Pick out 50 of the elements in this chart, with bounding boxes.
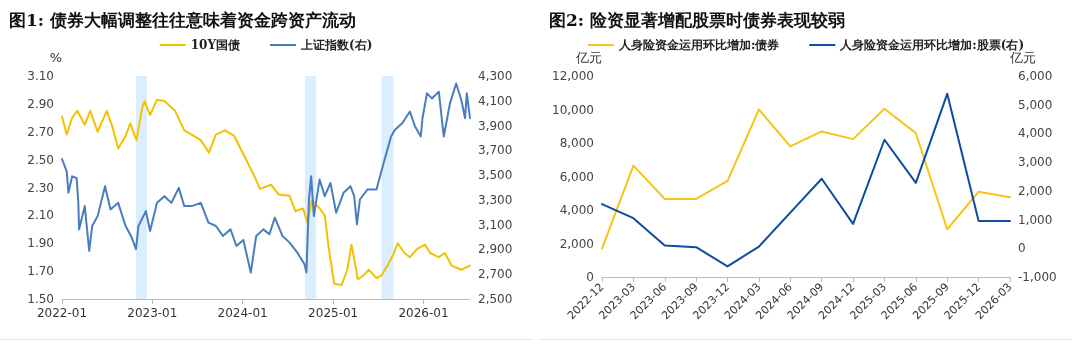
chart-title: 图2: 险资显著增配股票时债券表现较弱 — [549, 9, 846, 30]
y2-tick-label: 3,500 — [478, 168, 513, 183]
y2-tick-label: 1,000 — [1018, 212, 1053, 227]
legend-label: 上证指数(右) — [299, 38, 373, 52]
y2-tick-label: 3,900 — [478, 118, 513, 133]
y2-tick-label: 4,300 — [478, 69, 513, 83]
x-tick-label: 2024-01 — [217, 306, 268, 320]
y-tick-label: 2.70 — [27, 124, 54, 139]
line-series — [601, 107, 1011, 250]
y-tick-label: 6,000 — [559, 169, 594, 184]
legend-label: 10Y国债 — [190, 38, 240, 52]
y-tick-label: 12,000 — [552, 69, 594, 83]
y-tick-label: 10,000 — [552, 102, 594, 117]
y-tick-label: 1.70 — [27, 264, 54, 279]
y2-tick-label: 2,900 — [478, 242, 513, 257]
y2-tick-label: 4,000 — [1018, 126, 1053, 141]
x-tick-label: 2026-01 — [398, 306, 449, 320]
y2-tick-label: 3,700 — [478, 143, 513, 158]
x-tick-label: 2023-01 — [127, 306, 178, 320]
y2-tick-label: 3,300 — [478, 192, 513, 207]
y2-tick-label: 2,700 — [478, 267, 513, 282]
y-tick-label: 1.50 — [27, 292, 54, 306]
legend-label: 人身险资金运用环比增加:股票(右) — [839, 38, 1025, 52]
y2-tick-label: 3,000 — [1018, 155, 1053, 170]
y-tick-label: 2.90 — [27, 96, 54, 111]
y-tick-label: 1.90 — [27, 236, 54, 251]
y2-tick-label: 6,000 — [1018, 69, 1053, 83]
y2-tick-label: -1,000 — [1018, 270, 1057, 284]
y-tick-label: 8,000 — [559, 136, 594, 150]
y2-tick-label: 0 — [1018, 241, 1026, 256]
y-tick-label: 2.10 — [27, 208, 54, 223]
y2-tick-label: 4,100 — [478, 93, 513, 108]
y-axis-title: % — [49, 50, 62, 65]
legend-label: 人身险资金运用环比增加:债券 — [617, 38, 781, 52]
y2-tick-label: 2,000 — [1018, 183, 1053, 198]
y-axis-title: 亿元 — [575, 50, 602, 65]
y-tick-label: 4,000 — [559, 203, 594, 217]
y2-tick-label: 2,500 — [478, 292, 513, 306]
y2-tick-label: 5,000 — [1018, 97, 1053, 112]
chart-title: 图1: 债券大幅调整往往意味着资金跨资产流动 — [9, 9, 357, 30]
y2-axis-title: 亿元 — [1009, 50, 1036, 65]
y-tick-label: 2.50 — [27, 152, 54, 167]
x-tick-label: 2022-01 — [36, 306, 88, 320]
y2-tick-label: 3,100 — [478, 217, 513, 232]
y-tick-label: 2,000 — [559, 236, 594, 251]
y-tick-label: 0 — [586, 270, 594, 284]
y-tick-label: 3.10 — [27, 69, 54, 83]
y-tick-label: 2.30 — [27, 180, 54, 195]
line-series — [601, 92, 1011, 268]
x-tick-label: 2025-01 — [308, 306, 359, 320]
